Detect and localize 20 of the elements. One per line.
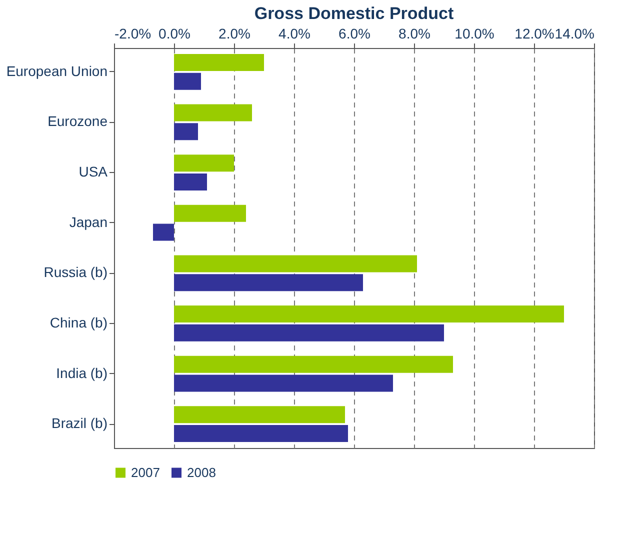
y-tick-label: European Union bbox=[6, 62, 108, 79]
y-tick-label: USA bbox=[78, 164, 108, 180]
chart-title: Gross Domestic Product bbox=[254, 4, 454, 23]
y-tick-label: China (b) bbox=[50, 314, 108, 330]
y-tick-label: Japan bbox=[69, 214, 108, 230]
x-tick-label: -2.0% bbox=[114, 26, 152, 42]
y-tick-label: Eurozone bbox=[48, 113, 108, 130]
y-tick-label: India (b) bbox=[56, 364, 108, 381]
x-tick-label: 4.0% bbox=[278, 26, 310, 42]
x-tick-label: 8.0% bbox=[398, 26, 430, 42]
x-tick-label: 12.0% bbox=[514, 26, 554, 42]
x-tick-label: 10.0% bbox=[454, 26, 494, 42]
x-tick-label: 14.0% bbox=[554, 26, 594, 42]
y-tick-label: Brazil (b) bbox=[51, 415, 108, 432]
x-tick-label: 6.0% bbox=[338, 26, 370, 42]
x-tick-label: 0.0% bbox=[158, 26, 190, 42]
y-tick-label: Russia (b) bbox=[44, 264, 108, 280]
x-tick-label: 2.0% bbox=[218, 26, 250, 42]
legend-label: 2008 bbox=[187, 464, 216, 480]
legend-label: 2007 bbox=[131, 464, 160, 480]
